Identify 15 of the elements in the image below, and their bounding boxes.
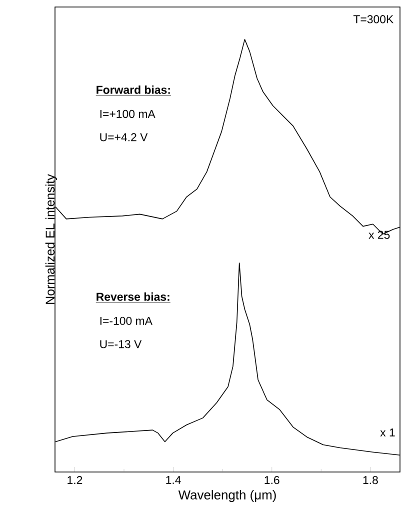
annotation: U=+4.2 V xyxy=(100,133,148,142)
text: T=300K xyxy=(353,15,394,24)
x-tick-label: 1.6 xyxy=(264,476,280,484)
annotation: x 1 xyxy=(380,428,395,436)
annotation: Reverse bias: xyxy=(96,292,170,301)
x-tick-label: 1.2 xyxy=(68,476,82,484)
x-tick-label: 1.4 xyxy=(166,476,181,484)
x-axis-title: Wavelength (μm) xyxy=(178,490,276,502)
annotation: I=+100 mA xyxy=(100,110,156,118)
x-tick-label: 1.8 xyxy=(363,476,378,484)
annotation: I=-100 mA xyxy=(100,316,152,325)
annotation: x 25 xyxy=(368,230,390,239)
annotation: Forward bias: xyxy=(96,85,170,94)
y-axis-title: Normalized EL intensity xyxy=(45,174,57,304)
annotation: U=-13 V xyxy=(100,340,142,348)
